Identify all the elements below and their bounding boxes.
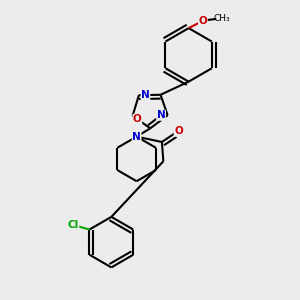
Text: CH₃: CH₃ <box>214 14 230 23</box>
Text: O: O <box>199 16 207 26</box>
Text: O: O <box>174 126 183 136</box>
Text: N: N <box>157 110 166 120</box>
Text: Cl: Cl <box>68 220 79 230</box>
Text: N: N <box>141 90 150 100</box>
Text: N: N <box>132 132 141 142</box>
Text: O: O <box>133 114 142 124</box>
